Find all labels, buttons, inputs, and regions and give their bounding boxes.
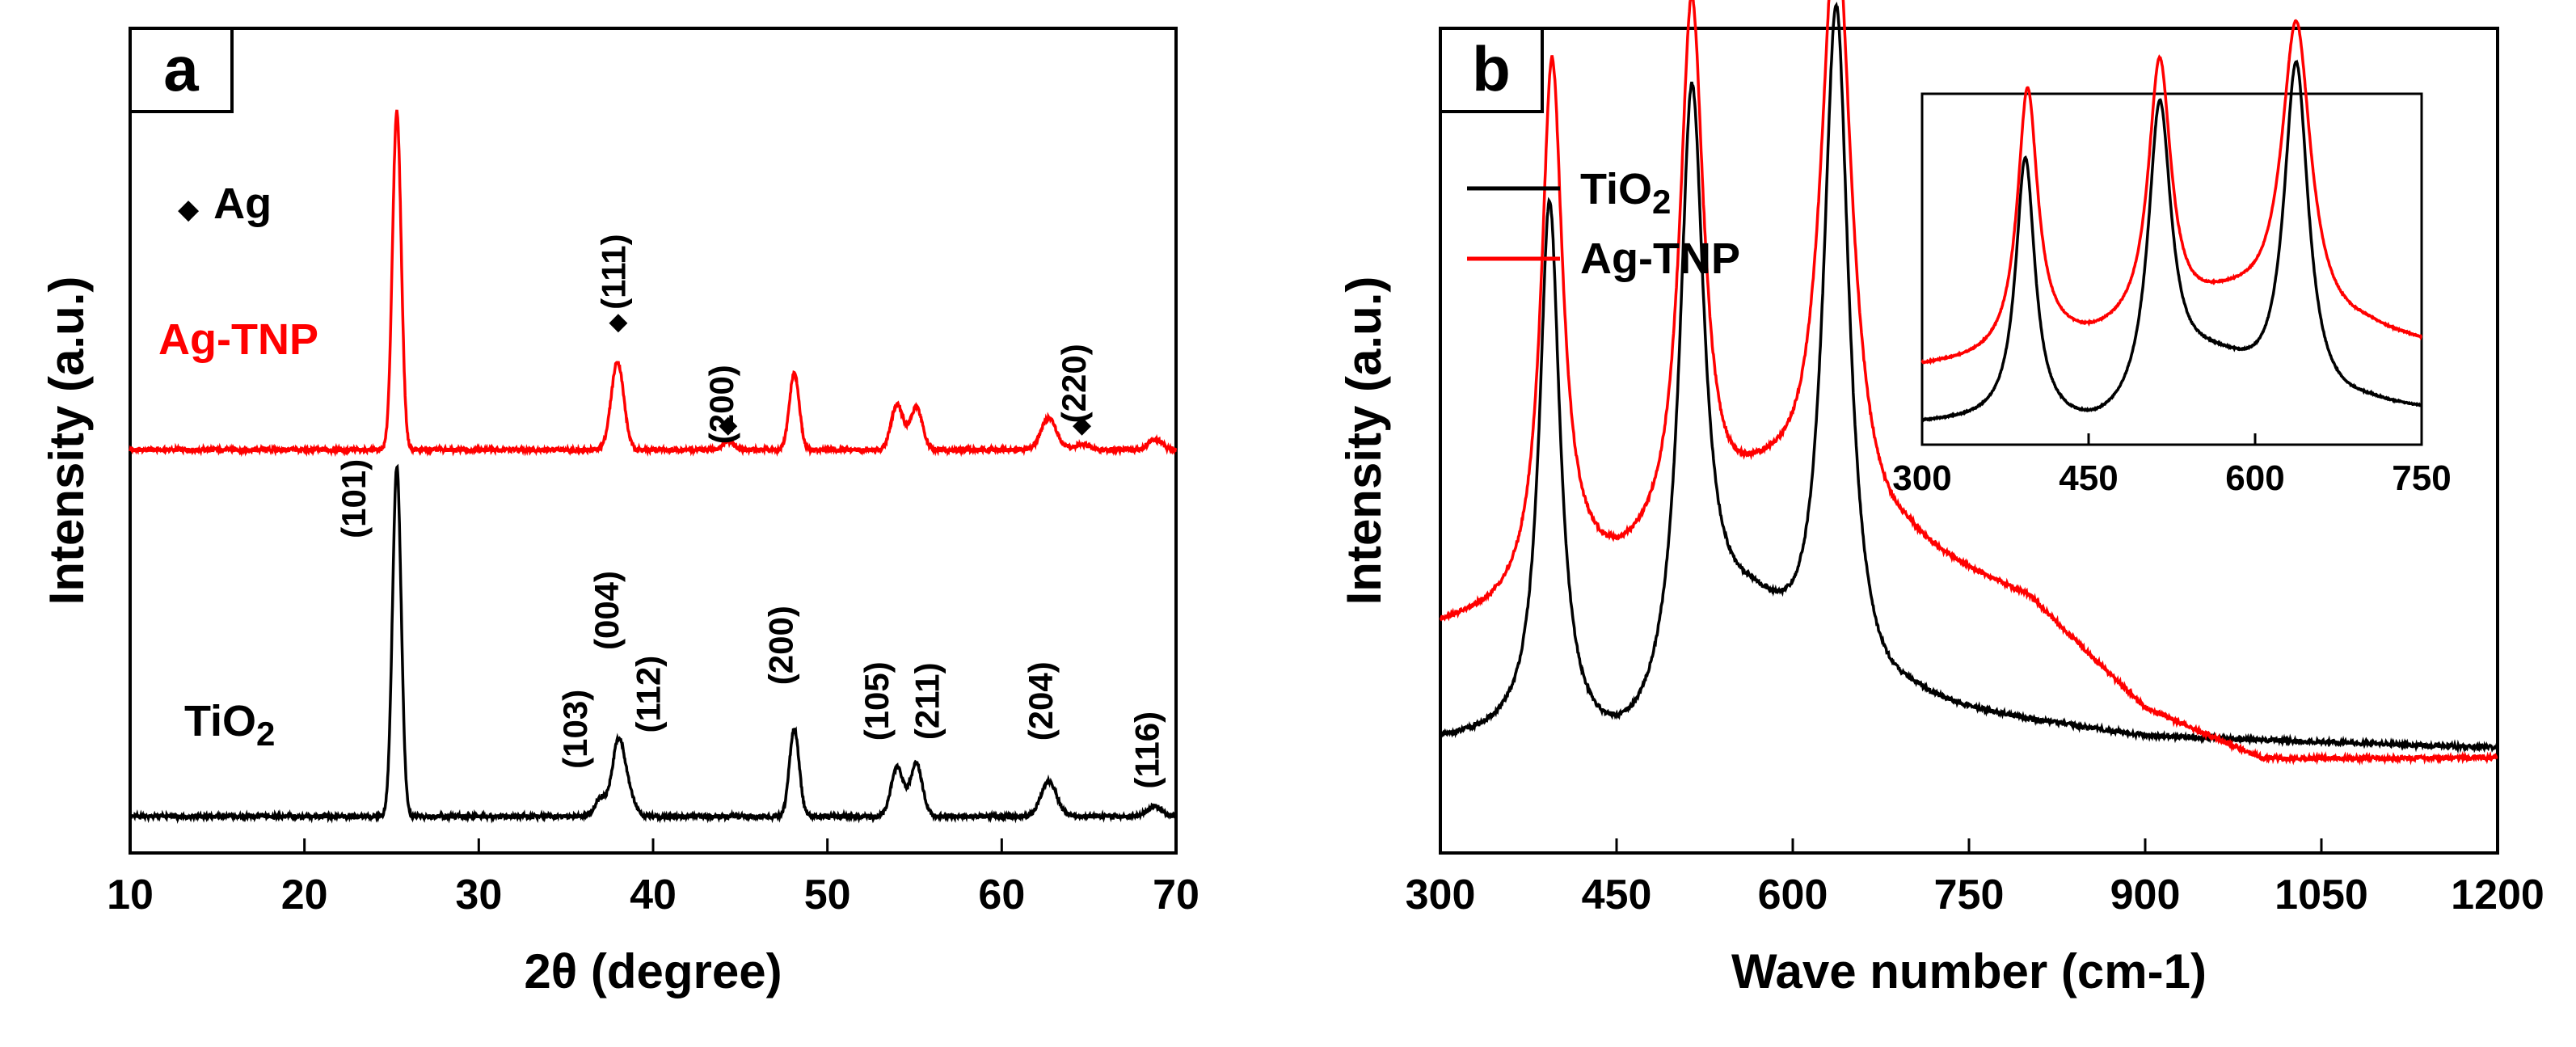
series-tio2-raman-line xyxy=(1439,2,2499,754)
inset-x-tick-label: 600 xyxy=(2225,458,2284,498)
xrd-peak-label: (112) xyxy=(630,656,668,733)
xrd-annotation-10: (200) xyxy=(702,365,740,444)
panel-a-y-axis-title: Intensity (a.u.) xyxy=(40,277,94,606)
xrd-annotation-9: (111) xyxy=(594,234,632,309)
panel-b-x-ticks: 300 450 600 750 900 1050 1200 xyxy=(1406,838,2544,918)
xrd-peak-label: (220) xyxy=(1055,344,1093,423)
diamond-icon: ◆ xyxy=(1073,412,1091,438)
inset-x-tick-label: 450 xyxy=(2059,458,2118,498)
xrd-peak-label: (004) xyxy=(588,571,626,650)
xrd-annotation-8: (116) xyxy=(1128,711,1166,789)
xrd-annotation-3: (112) xyxy=(630,656,668,733)
series-ag-tnp-raman-line xyxy=(1439,0,2498,766)
panel-a-label: a xyxy=(163,33,199,104)
panel-b-label-box xyxy=(1439,27,1544,113)
panel-x-tick-label: 600 xyxy=(1758,872,1828,918)
panel-a-annotations: (101) (103) (004)(112) (200) (105) (211) (204)… xyxy=(335,234,1166,788)
panel-x-tick-label: 30 xyxy=(455,872,502,918)
panel-b-y-axis-title: Intensity (a.u.) xyxy=(1337,277,1391,606)
diamond-icon: ◆ xyxy=(719,412,737,438)
panel-b-x-axis-title: Wave number (cm-1) xyxy=(1731,944,2207,998)
panel-b: b 300 450 600 750 900 1050 1200 TiO2 Ag-TNP 30… xyxy=(1337,0,2544,998)
panel-a-x-ticks: 10 20 30 40 50 60 70 xyxy=(107,838,1199,918)
xrd-annotation-11: (220) xyxy=(1055,344,1093,423)
panel-a-label-box xyxy=(129,27,234,113)
diamond-icon: ◆ xyxy=(609,308,627,335)
panel-x-tick-label: 40 xyxy=(630,872,677,918)
panel-x-tick-label: 60 xyxy=(978,872,1025,918)
inset-chart: 300 450 600 750 xyxy=(1892,19,2452,498)
panel-b-label: b xyxy=(1472,33,1511,104)
xrd-peak-label: (204) xyxy=(1022,661,1060,741)
xrd-peak-label: (116) xyxy=(1128,711,1166,789)
inset-x-tick-label: 750 xyxy=(2392,458,2451,498)
legend-tio2-label: TiO2 xyxy=(1580,165,1671,221)
xrd-annotation-7: (204) xyxy=(1022,661,1060,741)
chemical-subscript: 2 xyxy=(1652,183,1671,221)
panel-a: a 10 20 30 40 50 60 70 (101) (103) (004)(112) (20… xyxy=(40,27,1199,998)
panel-x-tick-label: 450 xyxy=(1582,872,1652,918)
xrd-peak-label: (103) xyxy=(556,690,594,769)
xrd-peak-label: (200) xyxy=(762,606,800,685)
panel-x-tick-label: 900 xyxy=(2110,872,2181,918)
diamond-icon: ◆ xyxy=(178,194,200,225)
xrd-peak-label: (211) xyxy=(909,662,947,740)
legend: TiO2 Ag-TNP xyxy=(1467,165,1740,283)
inset-frame xyxy=(1920,92,2423,446)
xrd-peak-label: (200) xyxy=(702,365,740,444)
inset-x-tick-label: 300 xyxy=(1892,458,1951,498)
xrd-peak-label: (101) xyxy=(335,459,373,538)
panel-x-tick-label: 10 xyxy=(107,872,154,918)
series-label-tio2: TiO2 xyxy=(184,697,275,753)
chemical-subscript: 2 xyxy=(256,715,275,753)
legend-ag-marker-label: ◆ Ag xyxy=(178,179,272,228)
panel-x-tick-label: 70 xyxy=(1153,872,1199,918)
xrd-peak-label: (111) xyxy=(594,234,632,309)
panel-x-tick-label: 20 xyxy=(281,872,328,918)
chemical-name-main: TiO xyxy=(184,697,256,745)
xrd-annotation-4: (200) xyxy=(762,606,800,685)
inset-x-ticks: 300 450 600 750 xyxy=(1892,433,2452,498)
xrd-annotation-5: (105) xyxy=(858,661,896,741)
panel-a-x-axis-title: 2θ (degree) xyxy=(524,944,782,998)
chemical-name-main: TiO xyxy=(1580,165,1652,213)
legend-ag-label: Ag xyxy=(213,179,272,228)
inset-series-tio2-line xyxy=(1921,59,2423,423)
panel-x-tick-label: 1050 xyxy=(2275,872,2368,918)
panel-x-tick-label: 50 xyxy=(804,872,851,918)
xrd-annotation-1: (103) xyxy=(556,690,594,769)
panel-x-tick-label: 750 xyxy=(1934,872,2005,918)
xrd-annotation-0: (101) xyxy=(335,459,373,538)
series-tio2-xrd-line xyxy=(129,463,1178,825)
legend-ag-tnp-label: Ag-TNP xyxy=(1580,234,1740,283)
xrd-annotation-2: (004) xyxy=(588,571,626,650)
xrd-peak-label: (105) xyxy=(858,661,896,741)
panel-x-tick-label: 300 xyxy=(1406,872,1476,918)
series-label-ag-tnp: Ag-TNP xyxy=(158,315,318,364)
inset-series-ag-tnp-line xyxy=(1920,19,2423,365)
xrd-annotation-6: (211) xyxy=(909,662,947,740)
series-ag-tnp-xrd-line xyxy=(129,109,1178,458)
panel-x-tick-label: 1200 xyxy=(2451,872,2544,918)
